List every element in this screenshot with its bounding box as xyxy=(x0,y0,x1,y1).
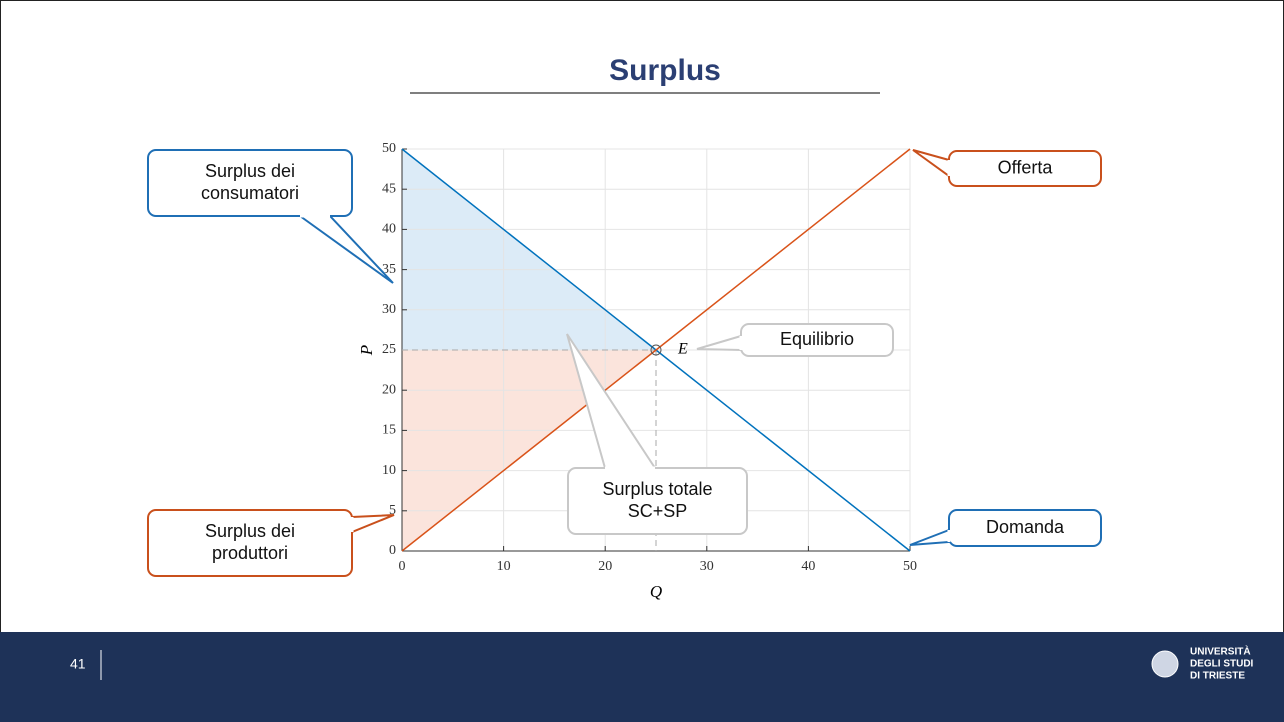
callout-text: Equilibrio xyxy=(780,329,854,349)
callout: Offerta xyxy=(912,149,1102,187)
logo-seal xyxy=(1151,650,1179,678)
callout-text: Offerta xyxy=(998,157,1054,177)
callout-text: produttori xyxy=(212,543,288,563)
callout-box xyxy=(147,149,353,217)
y-tick-label: 0 xyxy=(389,543,396,558)
y-tick-label: 5 xyxy=(389,503,396,518)
x-axis-label: Q xyxy=(650,582,662,601)
y-tick-label: 20 xyxy=(382,382,396,397)
y-tick-label: 40 xyxy=(382,222,396,237)
x-tick-label: 30 xyxy=(700,559,714,574)
callout-text: Domanda xyxy=(986,517,1065,537)
y-axis-label: P xyxy=(357,345,376,356)
logo-text: DEGLI STUDI xyxy=(1190,659,1254,670)
y-tick-label: 15 xyxy=(382,423,396,438)
x-tick-label: 50 xyxy=(903,559,917,574)
slide-title: Surplus xyxy=(609,54,721,87)
callout-text: SC+SP xyxy=(628,501,688,521)
x-tick-label: 10 xyxy=(497,559,511,574)
callout: Domanda xyxy=(909,509,1102,547)
callout-box xyxy=(948,509,1102,547)
callout-text: Surplus dei xyxy=(205,161,295,181)
y-tick-label: 30 xyxy=(382,302,396,317)
x-tick-label: 20 xyxy=(598,559,612,574)
callout-text: consumatori xyxy=(201,183,299,203)
equilibrium-label: E xyxy=(677,341,688,358)
callout: Equilibrio xyxy=(696,323,894,357)
series-line xyxy=(401,148,911,552)
y-tick-label: 25 xyxy=(382,342,396,357)
callout-box xyxy=(147,509,353,577)
x-tick-label: 0 xyxy=(399,559,406,574)
callout-text: Surplus totale xyxy=(602,479,712,499)
page-number: 41 xyxy=(70,656,86,672)
y-tick-label: 50 xyxy=(382,141,396,156)
logo-text: UNIVERSITÀ xyxy=(1190,645,1251,658)
equilibrium-point xyxy=(650,344,662,356)
callout-box xyxy=(567,467,748,535)
x-tick-label: 40 xyxy=(801,559,815,574)
footer xyxy=(0,632,1284,722)
y-tick-label: 35 xyxy=(382,262,396,277)
logo-text: DI TRIESTE xyxy=(1190,671,1245,682)
callout-text: Surplus dei xyxy=(205,521,295,541)
y-tick-label: 45 xyxy=(382,181,396,196)
y-tick-label: 10 xyxy=(382,463,396,478)
